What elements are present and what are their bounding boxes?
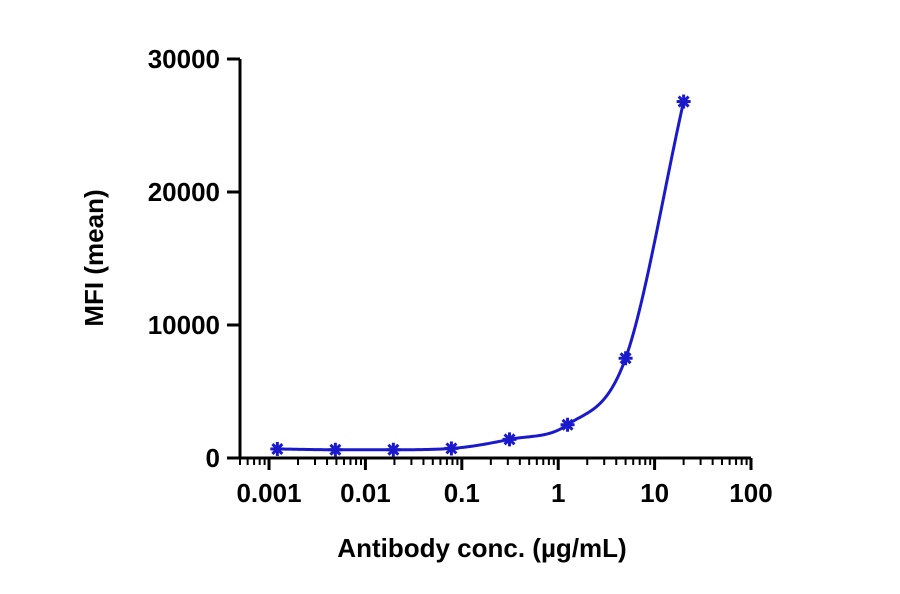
x-tick-label: 0.1 [444,478,480,508]
data-point [386,442,401,457]
data-point [502,432,517,447]
y-tick-label: 30000 [148,44,220,74]
data-point [618,351,633,366]
data-point [444,441,459,456]
y-tick-label: 10000 [148,310,220,340]
x-tick-label: 1 [551,478,565,508]
data-point [328,442,343,457]
data-point [270,441,285,456]
x-tick-label: 100 [729,478,772,508]
plot-area: 0 10000 20000 30000 0.001 0.01 0.1 1 10 100 [148,44,773,508]
x-tick-label: 10 [640,478,669,508]
y-tick-label: 20000 [148,177,220,207]
x-axis-title: Antibody conc. (µg/mL) [337,533,626,563]
fit-curve [277,101,686,452]
x-tick-label: 0.01 [340,478,391,508]
data-point [676,94,691,109]
y-tick-label: 0 [206,443,220,473]
y-axis-title: MFI (mean) [79,189,109,326]
x-tick-label: 0.001 [236,478,301,508]
data-point [560,417,575,432]
